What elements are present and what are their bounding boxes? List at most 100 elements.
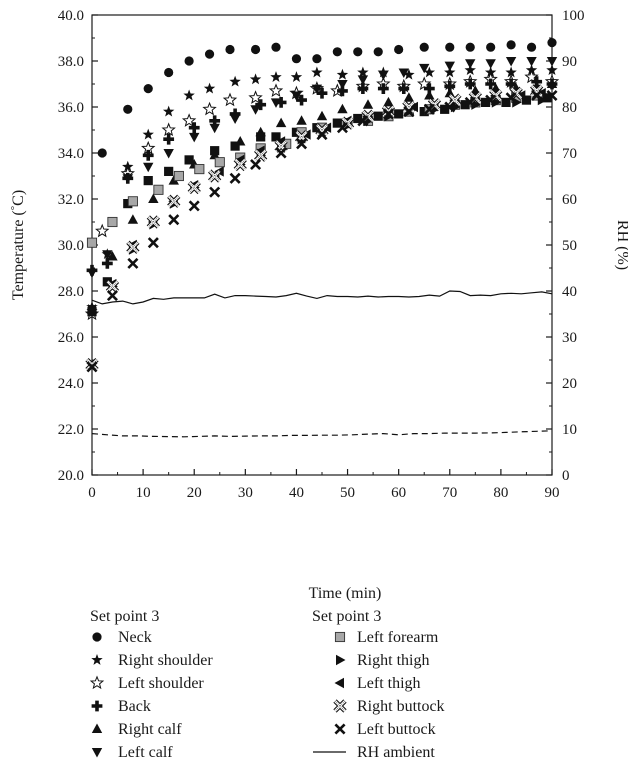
- right-shoulder-point: [183, 89, 195, 101]
- left-calf-point: [270, 98, 282, 108]
- left-forearm-point: [173, 170, 184, 182]
- back-point: [101, 258, 113, 269]
- legend-label-neck: Neck: [118, 629, 152, 646]
- left-calf-point: [209, 123, 220, 134]
- right-forearm-point: [394, 109, 404, 119]
- right-calf-point: [403, 92, 415, 102]
- right-buttock-point: [530, 84, 544, 98]
- right-forearm-point: [210, 146, 220, 156]
- y-tick-label: 34.0: [58, 146, 84, 162]
- right-shoulder-point: [423, 66, 436, 78]
- right-calf-series: [86, 78, 558, 314]
- y-tick-label: 40.0: [58, 8, 84, 24]
- left-calf-point: [419, 63, 430, 74]
- marker-hatch: [429, 99, 440, 110]
- right-buttock-point: [402, 100, 416, 114]
- y2-tick-label: 40: [562, 284, 577, 300]
- back-point: [464, 78, 476, 90]
- marker-hatch: [275, 140, 287, 152]
- left-buttock-point: [403, 106, 415, 118]
- marker-hatch: [168, 196, 180, 207]
- legend-swatch-right-buttock: [333, 699, 347, 713]
- left-buttock-point: [382, 108, 394, 120]
- neck-point: [225, 44, 235, 55]
- x-tick-label: 60: [391, 485, 406, 501]
- marker-hatch: [188, 182, 200, 193]
- right-shoulder-point: [505, 66, 517, 78]
- y-tick-label: 24.0: [58, 376, 84, 392]
- y-axis-label: Temperature (°C): [9, 190, 27, 300]
- y2-tick-label: 30: [562, 330, 577, 346]
- right-calf-point: [296, 115, 307, 125]
- marker-hatch: [449, 94, 461, 106]
- ambient-lines: [91, 290, 553, 438]
- rh-ambient-line: [91, 290, 553, 305]
- left-calf-point: [291, 91, 302, 101]
- neck-point: [204, 49, 215, 59]
- right-forearm-point: [332, 118, 342, 128]
- legend-label-back: Back: [118, 698, 151, 715]
- right-forearm-point: [480, 97, 491, 107]
- marker-hatch: [296, 131, 307, 143]
- plot-area-border: [91, 14, 553, 476]
- left-buttock-point: [444, 101, 456, 113]
- marker-hatch: [107, 281, 118, 292]
- marker-hatch: [255, 150, 266, 161]
- left-buttock-point: [127, 257, 139, 269]
- right-calf-point: [127, 214, 139, 224]
- x-tick-label: 50: [340, 485, 355, 501]
- left-buttock-point: [357, 115, 369, 127]
- left-forearm-point: [214, 157, 225, 168]
- left-shoulder-point: [524, 69, 539, 84]
- x-axis-label: Time (min): [309, 585, 382, 602]
- neck-series: [87, 38, 557, 314]
- legend-label-right-shoulder: Right shoulder: [118, 652, 213, 669]
- marker-hatch: [148, 216, 159, 228]
- left-calf-point: [189, 132, 200, 143]
- right-calf-point: [168, 175, 179, 185]
- marker-hatch: [127, 242, 139, 253]
- left-calf-point: [86, 268, 98, 279]
- y-tick-label: 32.0: [58, 192, 84, 208]
- marker-hatch: [383, 106, 394, 117]
- y-tick-label: 22.0: [58, 422, 84, 438]
- left-calf-point: [122, 174, 133, 184]
- back-point: [275, 97, 287, 108]
- left-buttock-point: [531, 89, 543, 102]
- y2-tick-label: 10: [562, 422, 577, 438]
- marker-hatch: [342, 117, 353, 129]
- left-buttock-point: [229, 172, 241, 184]
- left-shoulder-point: [222, 92, 238, 107]
- right-buttock-point: [187, 180, 201, 195]
- data-points: [84, 38, 560, 373]
- legend-label-right-calf: Right calf: [118, 721, 182, 738]
- neck-point: [97, 148, 107, 158]
- left-calf-point: [102, 250, 113, 260]
- left-calf-point: [465, 59, 476, 69]
- x-tick-label: 10: [136, 485, 151, 501]
- right-forearm-point: [440, 104, 450, 114]
- back-point: [142, 149, 154, 161]
- right-buttock-point: [146, 215, 160, 229]
- y-tick-label: 30.0: [58, 238, 84, 254]
- neck-point: [250, 44, 261, 55]
- left-buttock-point: [168, 214, 180, 226]
- left-buttock-point: [250, 158, 262, 171]
- x-tick-label: 90: [545, 485, 560, 501]
- left-shoulder-point: [161, 122, 176, 137]
- left-calf-point: [163, 149, 174, 159]
- plot-frame: [91, 14, 553, 476]
- marker-hatch: [490, 90, 502, 101]
- left-forearm-point: [194, 164, 205, 175]
- neck-point: [143, 84, 153, 94]
- legend-swatch-left-shoulder: [89, 675, 105, 690]
- right-forearm-point: [501, 97, 511, 107]
- right-calf-point: [107, 251, 118, 261]
- y2-tick-label: 20: [562, 376, 577, 392]
- left-calf-point: [398, 68, 409, 78]
- right-calf-point: [546, 78, 558, 88]
- left-shoulder-point: [181, 113, 197, 127]
- marker-hatch: [209, 170, 220, 182]
- left-calf-point: [229, 114, 241, 124]
- back-point: [163, 133, 175, 145]
